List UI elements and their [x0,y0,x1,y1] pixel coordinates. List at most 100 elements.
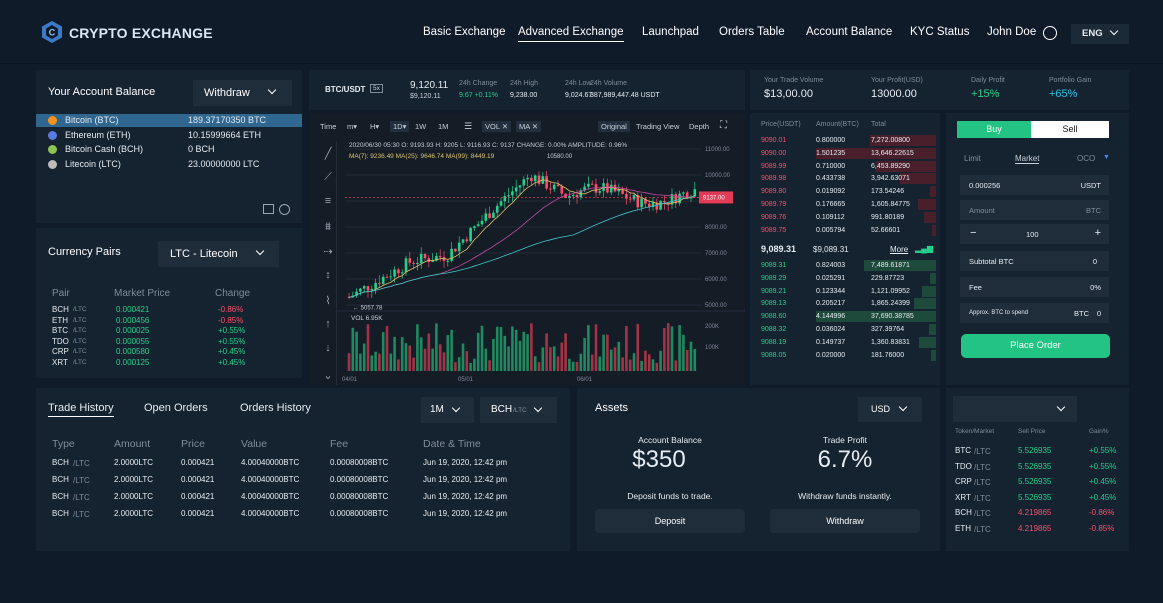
orderbook-row[interactable]: 9089.80 0.019092 173.54246 [750,186,940,198]
price-input[interactable]: 0.000256 USDT [960,175,1109,195]
list-view-icon[interactable] [263,204,274,214]
pair-name[interactable]: TDO [52,336,69,346]
assets-withdraw-button[interactable]: Withdraw [770,509,920,533]
arrow-down-icon[interactable]: ↓ [325,342,331,354]
ob-price: 9088.60 [761,313,787,321]
user-name[interactable]: John Doe [987,26,1037,38]
list-item[interactable]: CRP/LTC 5.526935 +0.45% [946,477,1129,489]
ray-tool-icon[interactable]: ⟋ [324,171,332,183]
pair-name[interactable]: XRT [52,357,68,367]
amount-input[interactable]: Amount BTC [960,200,1109,220]
ob-more-link[interactable]: More [890,245,909,254]
pattern-tool-icon[interactable]: ⩩ [325,221,331,233]
tab-orders-history[interactable]: Orders History [240,402,311,414]
measure-tool-icon[interactable]: ↕ [325,269,331,281]
account-coin-row[interactable]: Litecoin (LTC) 23.00000000 LTC [36,158,302,171]
chart-toolbar-item[interactable]: Trading View [636,122,680,131]
orderbook-row[interactable]: 9089.76 0.109112 991.80189 [750,211,940,224]
pair-name[interactable]: ETH [52,315,68,325]
orderbook-row[interactable]: 9089.98 0.433738 3,942.63071 [750,173,940,185]
account-coin-row[interactable]: Ethereum (ETH) 10.15999664 ETH [36,129,302,142]
orderbook-row[interactable]: 9088.32 0.036024 327.39764 [750,324,940,336]
orderbook-row[interactable]: 9089.79 0.176665 1,605.84775 [750,199,940,211]
nav-advanced-exchange[interactable]: Advanced Exchange [518,26,624,42]
nav-kyc-status[interactable]: KYC Status [910,26,970,38]
oco-tab[interactable]: OCO [1077,154,1096,163]
account-coin-row[interactable]: Bitcoin (BTC) 189.37170350 BTC [36,114,302,127]
buy-tab[interactable]: Buy [957,121,1031,138]
chart-toolbar-item[interactable]: Time [320,122,337,131]
currency-select[interactable]: USD [858,397,922,422]
plus-icon[interactable]: + [1094,227,1101,239]
chart-toolbar-item[interactable]: 1D▾ [390,121,410,132]
pie-view-icon[interactable] [279,204,290,215]
orderbook-row[interactable]: 9089.29 0.025291 229.87723 [750,272,940,285]
fullscreen-icon[interactable]: ⛶ [720,120,727,131]
account-coin-row[interactable]: Bitcoin Cash (BCH) 0 BCH [36,143,302,156]
pair-name[interactable]: CRP [52,347,69,356]
orderbook-row[interactable]: 9089.21 0.123344 1,121.09952 [750,285,940,298]
list-item[interactable]: ETH/LTC 4.219865 -0.85% [946,524,1129,536]
orderbook-row[interactable]: 9089.13 0.205217 1,865.24399 [750,298,940,310]
list-item[interactable]: TDO/LTC 5.526935 +0.55% [946,462,1129,474]
limit-tab[interactable]: Limit [964,154,981,163]
table-row[interactable]: BCH/LTC 2.0000LTC 0.000421 4.00040000BTC 0.0… [36,458,570,472]
chart-toolbar-item[interactable]: Original [598,121,630,132]
market-select[interactable] [953,396,1077,422]
pair-select[interactable]: LTC - Litecoin [158,241,279,267]
withdraw-dropdown[interactable]: Withdraw [193,80,292,106]
nav-launchpad[interactable]: Launchpad [642,26,699,38]
tab-trade-history[interactable]: Trade History [48,402,114,417]
table-row[interactable]: BCH/LTC 2.0000LTC 0.000421 4.00040000BTC 0.0… [36,509,570,523]
table-row[interactable]: BCH/LTC 2.0000LTC 0.000421 4.00040000BTC 0.0… [36,475,570,489]
market-panel: Token/Market Sell Price Gain% BTC/LTC 5.5… [946,388,1129,551]
arrow-up-icon[interactable]: ↑ [325,318,331,330]
table-row[interactable]: BCH/LTC 2.0000LTC 0.000421 4.00040000BTC 0.0… [36,492,570,506]
brush-tool-icon[interactable]: ⌇ [325,295,331,307]
candlestick-chart[interactable]: 11000.0010000.009000.008000.007000.00600… [337,141,745,385]
candle-body [476,224,480,227]
orderbook-row[interactable]: 9089.99 0.710000 6,453.89290 [750,160,940,173]
orderbook-row[interactable]: 9089.31 0.824003 7,489.61871 [750,260,940,272]
minus-icon[interactable]: − [970,227,977,239]
list-item[interactable]: BTC/LTC 5.526935 +0.55% [946,446,1129,458]
cursor-tool-icon[interactable]: ⇢ [323,246,333,258]
place-order-button[interactable]: Place Order [961,334,1110,358]
sell-tab[interactable]: Sell [1031,121,1109,138]
user-icon[interactable] [1043,26,1057,40]
collapse-icon[interactable]: ⌄ [323,370,333,382]
oco-dropdown-icon[interactable]: ▼ [1103,154,1110,161]
chart-toolbar-item[interactable]: MA ✕ [516,121,542,132]
chart-toolbar-item[interactable]: Depth [689,122,710,131]
orderbook-row[interactable]: 9088.19 0.149737 1,360.83831 [750,336,940,349]
orderbook-row[interactable]: 9088.05 0.020000 181.76000 [750,349,940,362]
trendline-tool-icon[interactable]: ╱ [324,148,332,160]
list-item[interactable]: XRT/LTC 5.526935 +0.45% [946,493,1129,505]
chart-toolbar-item[interactable]: 1W [415,122,427,131]
chart-toolbar-item[interactable]: H▾ [370,122,380,131]
market-tab[interactable]: Market [1015,154,1040,164]
pair-sub: /LTC [73,316,87,324]
period-select[interactable]: 1M [421,397,474,423]
pair-name[interactable]: BTC [52,326,68,335]
list-item[interactable]: BCH/LTC 4.219865 -0.86% [946,508,1129,520]
nav-basic-exchange[interactable]: Basic Exchange [423,26,506,38]
deposit-button[interactable]: Deposit [595,509,745,533]
indicator-icon[interactable]: ☰ [464,121,473,131]
fib-tool-icon[interactable]: ≡ [324,195,332,207]
history-pair-select[interactable]: BCH/LTC [480,397,557,423]
chart-toolbar-item[interactable]: VOL ✕ [482,121,512,132]
orderbook-row[interactable]: 9090.00 1.501235 13,646.22615 [750,147,940,160]
orderbook-row[interactable]: 9090.01 0.800000 7,272.00800 [750,135,940,147]
quantity-stepper[interactable]: − 100 + [960,224,1109,244]
pair-name[interactable]: BCH [52,305,69,314]
nav-orders-table[interactable]: Orders Table [719,26,785,38]
chart-toolbar-item[interactable]: m▾ [347,122,358,131]
language-select[interactable]: ENG [1071,24,1129,44]
nav-account-balance[interactable]: Account Balance [806,26,893,38]
chart-toolbar-item[interactable]: 1M [438,122,449,131]
orderbook-row[interactable]: 9089.75 0.005794 52.66601 [750,224,940,237]
tab-open-orders[interactable]: Open Orders [144,402,208,414]
ticker-pair[interactable]: BTC/USDT [325,85,366,94]
orderbook-row[interactable]: 9088.60 4.144996 37,690.38785 [750,311,940,323]
